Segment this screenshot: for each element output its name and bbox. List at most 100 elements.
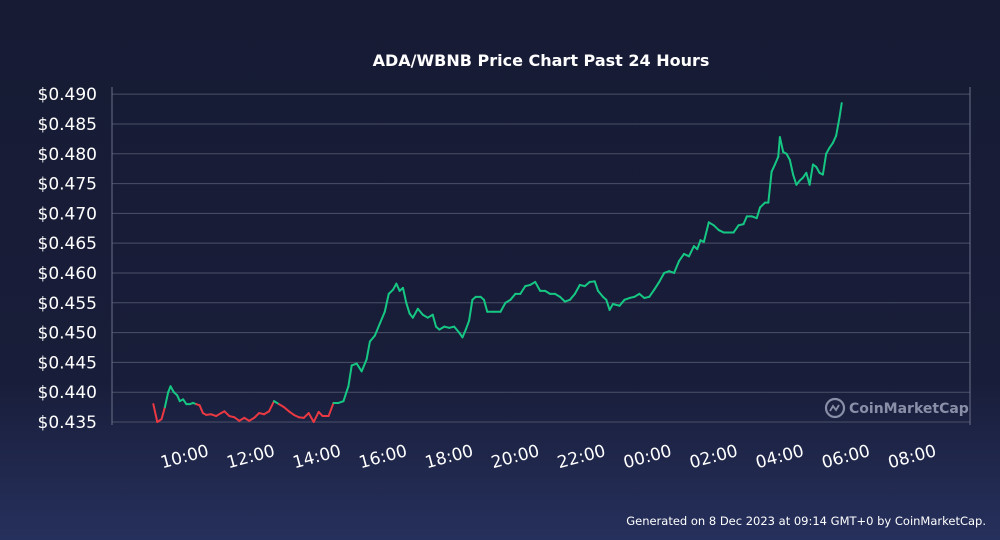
price-segment bbox=[773, 155, 780, 166]
price-segment bbox=[742, 215, 748, 226]
price-segment bbox=[825, 146, 831, 155]
price-segment bbox=[431, 313, 438, 328]
price-segment bbox=[611, 302, 621, 307]
price-segment bbox=[593, 280, 600, 292]
x-tick-label: 12:00 bbox=[225, 441, 278, 473]
price-segment bbox=[821, 152, 828, 176]
x-tick-label: 18:00 bbox=[423, 441, 476, 473]
price-segment bbox=[658, 271, 666, 283]
price-segment bbox=[712, 224, 720, 232]
chart-title: ADA/WBNB Price Chart Past 24 Hours bbox=[373, 51, 710, 70]
price-segment bbox=[696, 239, 702, 251]
price-segment bbox=[770, 163, 776, 173]
price-segment bbox=[307, 412, 315, 424]
footer-note: Generated on 8 Dec 2023 at 09:14 GMT+0 b… bbox=[626, 514, 986, 528]
price-segment bbox=[638, 292, 646, 300]
price-segment bbox=[395, 282, 401, 292]
price-segment bbox=[687, 245, 695, 258]
y-tick-label: $0.465 bbox=[38, 234, 97, 254]
price-segment bbox=[312, 410, 320, 424]
price-segment bbox=[792, 173, 798, 186]
price-segment bbox=[732, 224, 740, 234]
price-segment bbox=[534, 280, 542, 292]
price-segment bbox=[648, 288, 656, 298]
y-tick-label: $0.440 bbox=[38, 383, 97, 403]
price-segment bbox=[355, 362, 363, 373]
price-segment bbox=[618, 298, 626, 307]
price-segment bbox=[559, 295, 566, 303]
price-segment bbox=[673, 260, 681, 274]
price-segment bbox=[608, 302, 614, 311]
price-segment bbox=[453, 325, 461, 334]
price-segment bbox=[653, 280, 661, 291]
x-tick-label: 10:00 bbox=[159, 441, 212, 473]
price-segment bbox=[198, 404, 204, 415]
price-segment bbox=[767, 170, 773, 204]
price-segment bbox=[223, 410, 231, 418]
price-segment bbox=[152, 403, 159, 424]
coinmarketcap-logo-icon bbox=[824, 397, 846, 419]
price-segment bbox=[287, 410, 295, 416]
price-segment bbox=[678, 252, 685, 263]
x-tick-label: 08:00 bbox=[886, 441, 939, 473]
y-tick-label: $0.450 bbox=[38, 324, 97, 344]
x-tick-label: 00:00 bbox=[621, 441, 674, 473]
y-tick-label: $0.480 bbox=[38, 145, 97, 165]
price-segment bbox=[461, 328, 467, 339]
price-segment bbox=[755, 206, 762, 220]
price-segment bbox=[838, 102, 843, 119]
x-tick-label: 04:00 bbox=[754, 441, 807, 473]
x-tick-label: 02:00 bbox=[688, 441, 741, 473]
y-tick-label: $0.475 bbox=[38, 175, 97, 195]
price-segment bbox=[416, 307, 424, 316]
x-tick-label: 14:00 bbox=[291, 441, 344, 473]
price-chart: ADA/WBNB Price Chart Past 24 Hours $0.49… bbox=[38, 51, 971, 473]
price-segment bbox=[163, 391, 170, 409]
price-segment bbox=[815, 165, 821, 174]
price-segment bbox=[583, 280, 591, 288]
price-segment bbox=[360, 358, 368, 373]
y-tick-label: $0.490 bbox=[38, 85, 97, 105]
price-segment bbox=[169, 385, 175, 394]
price-segment bbox=[568, 292, 576, 301]
price-segment bbox=[365, 340, 371, 361]
price-segment bbox=[405, 301, 411, 315]
price-segment bbox=[831, 134, 838, 145]
price-segment bbox=[282, 406, 290, 413]
price-segment bbox=[373, 322, 381, 337]
price-segment bbox=[383, 292, 390, 313]
y-tick-label: $0.485 bbox=[38, 115, 97, 135]
watermark-text: CoinMarketCap bbox=[849, 401, 969, 417]
x-tick-label: 06:00 bbox=[820, 441, 873, 473]
x-tick-label: 22:00 bbox=[555, 441, 608, 473]
x-tick-label: 16:00 bbox=[357, 441, 410, 473]
x-axis: 10:00 12:00 14:00 16:00 18:00 20:00 22:00 00:00… bbox=[159, 441, 939, 473]
y-tick-label: $0.470 bbox=[38, 204, 97, 224]
price-segment bbox=[778, 136, 785, 153]
price-segment bbox=[176, 394, 181, 403]
price-segment bbox=[268, 400, 276, 413]
price-segment bbox=[785, 152, 791, 161]
price-segment bbox=[759, 201, 767, 209]
price-segment bbox=[368, 334, 376, 343]
price-segment bbox=[378, 310, 386, 325]
y-tick-label: $0.435 bbox=[38, 413, 97, 433]
price-segment bbox=[327, 401, 335, 418]
price-segment bbox=[702, 221, 710, 243]
price-segment bbox=[597, 289, 604, 298]
coinmarketcap-logo-mark bbox=[829, 404, 840, 412]
y-tick-label: $0.455 bbox=[38, 294, 97, 314]
price-segment bbox=[464, 319, 471, 331]
price-segment bbox=[808, 163, 814, 186]
watermark: CoinMarketCap bbox=[824, 397, 969, 419]
y-tick-label: $0.445 bbox=[38, 353, 97, 373]
price-segment bbox=[160, 406, 166, 421]
price-segment bbox=[401, 286, 408, 304]
price-segment bbox=[482, 298, 489, 313]
price-segment bbox=[411, 307, 419, 319]
price-segment bbox=[509, 292, 517, 301]
price-segment bbox=[302, 412, 310, 419]
grid bbox=[111, 87, 971, 425]
price-line bbox=[152, 102, 843, 424]
